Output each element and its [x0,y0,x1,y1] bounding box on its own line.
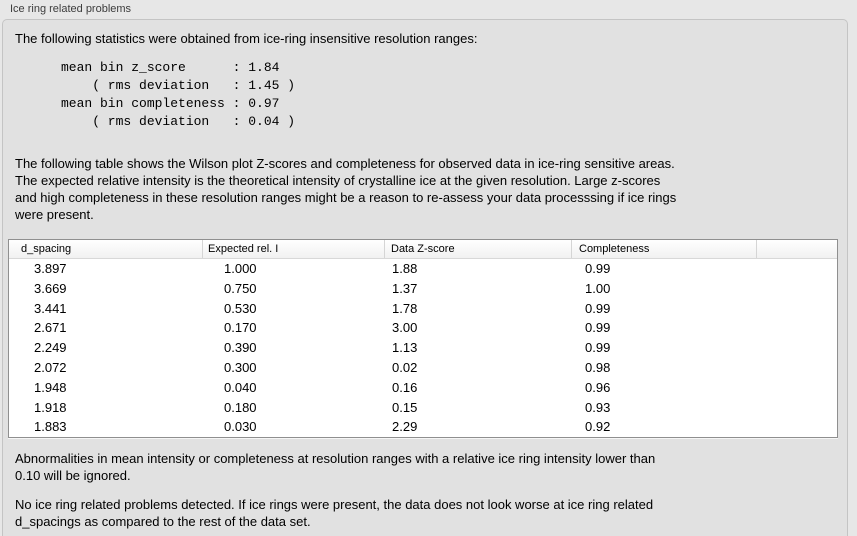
table-cell-expected-rel-i: 0.040 [224,379,257,395]
table-cell-completeness: 1.00 [585,280,611,296]
table-cell-d-spacing: 2.072 [34,359,67,375]
table-cell-completeness: 0.96 [585,379,611,395]
column-header[interactable]: d_spacing [9,240,203,258]
note-result-text: No ice ring related problems detected. I… [15,497,654,530]
table-cell-expected-rel-i: 0.390 [224,340,257,356]
statistics-text: mean bin z_score : 1.84 ( rms deviation … [61,60,296,129]
table-cell-data-z-score: 1.78 [392,300,418,316]
ice-ring-panel: The following statistics were obtained f… [2,19,848,536]
intro-text: The following statistics were obtained f… [15,31,478,46]
table-cell-empty [757,299,837,319]
table-row[interactable]: 2.249 0.390 1.13 0.99 [9,338,837,358]
table-cell-expected-rel-i: 0.170 [224,320,257,336]
table-cell-completeness: 0.99 [585,300,611,316]
table-cell-empty [757,318,837,338]
ice-ring-table[interactable]: d_spacing Expected rel. I Data Z-score C… [8,239,838,439]
table-cell-d-spacing: 1.883 [34,419,67,435]
table-row[interactable]: 1.918 0.180 0.15 0.93 [9,398,837,418]
table-body: 3.897 1.000 1.88 0.99 3.669 0.750 1.37 1… [9,259,837,438]
table-row[interactable]: 1.883 0.030 2.29 0.92 [9,417,837,437]
table-cell-empty [757,398,837,418]
table-row[interactable]: 2.671 0.170 3.00 0.99 [9,318,837,338]
table-cell-empty [757,338,837,358]
table-cell-completeness: 0.99 [585,340,611,356]
column-header[interactable]: Completeness [572,240,757,258]
column-header[interactable]: Data Z-score [385,240,572,258]
table-cell-empty [757,259,837,279]
table-cell-empty [757,378,837,398]
note-ignore-text: Abnormalities in mean intensity or compl… [15,451,656,484]
table-row[interactable]: 2.072 0.300 0.02 0.98 [9,358,837,378]
table-cell-data-z-score: 3.00 [392,320,418,336]
table-cell-d-spacing: 2.249 [34,340,67,356]
table-cell-data-z-score: 1.37 [392,280,418,296]
table-cell-d-spacing: 3.897 [34,261,67,276]
table-cell-expected-rel-i: 0.530 [224,300,257,316]
table-cell-expected-rel-i: 0.750 [224,280,257,296]
table-cell-completeness: 0.92 [585,419,611,435]
table-cell-d-spacing: 3.441 [34,300,67,316]
table-row[interactable]: 1.948 0.040 0.16 0.96 [9,378,837,398]
table-cell-completeness: 0.99 [585,320,611,336]
column-header[interactable]: Expected rel. I [203,240,385,258]
table-cell-expected-rel-i: 0.030 [224,419,257,435]
table-cell-completeness: 0.98 [585,359,611,375]
table-row[interactable]: 3.897 1.000 1.88 0.99 [9,259,837,279]
table-cell-expected-rel-i: 1.000 [224,261,257,276]
table-cell-expected-rel-i: 0.180 [224,399,257,415]
table-cell-empty [757,279,837,299]
table-cell-data-z-score: 1.13 [392,340,418,356]
table-cell-data-z-score: 2.29 [392,419,418,435]
table-cell-expected-rel-i: 0.300 [224,359,257,375]
table-cell-d-spacing: 2.671 [34,320,67,336]
table-cell-d-spacing: 1.948 [34,379,67,395]
column-header[interactable] [757,240,837,258]
table-description-text: The following table shows the Wilson plo… [15,156,677,222]
table-cell-d-spacing: 3.669 [34,280,67,296]
table-cell-empty [757,358,837,378]
table-cell-empty [757,417,837,437]
table-cell-completeness: 0.93 [585,399,611,415]
table-header: d_spacing Expected rel. I Data Z-score C… [9,240,837,259]
table-row[interactable]: 3.669 0.750 1.37 1.00 [9,279,837,299]
table-row[interactable]: 3.441 0.530 1.78 0.99 [9,299,837,319]
panel-title: Ice ring related problems [10,3,132,15]
table-cell-data-z-score: 0.02 [392,359,418,375]
table-cell-d-spacing: 1.918 [34,399,67,415]
table-cell-completeness: 0.99 [585,261,611,276]
table-cell-data-z-score: 0.15 [392,399,418,415]
table-cell-data-z-score: 1.88 [392,261,418,276]
table-cell-data-z-score: 0.16 [392,379,418,395]
